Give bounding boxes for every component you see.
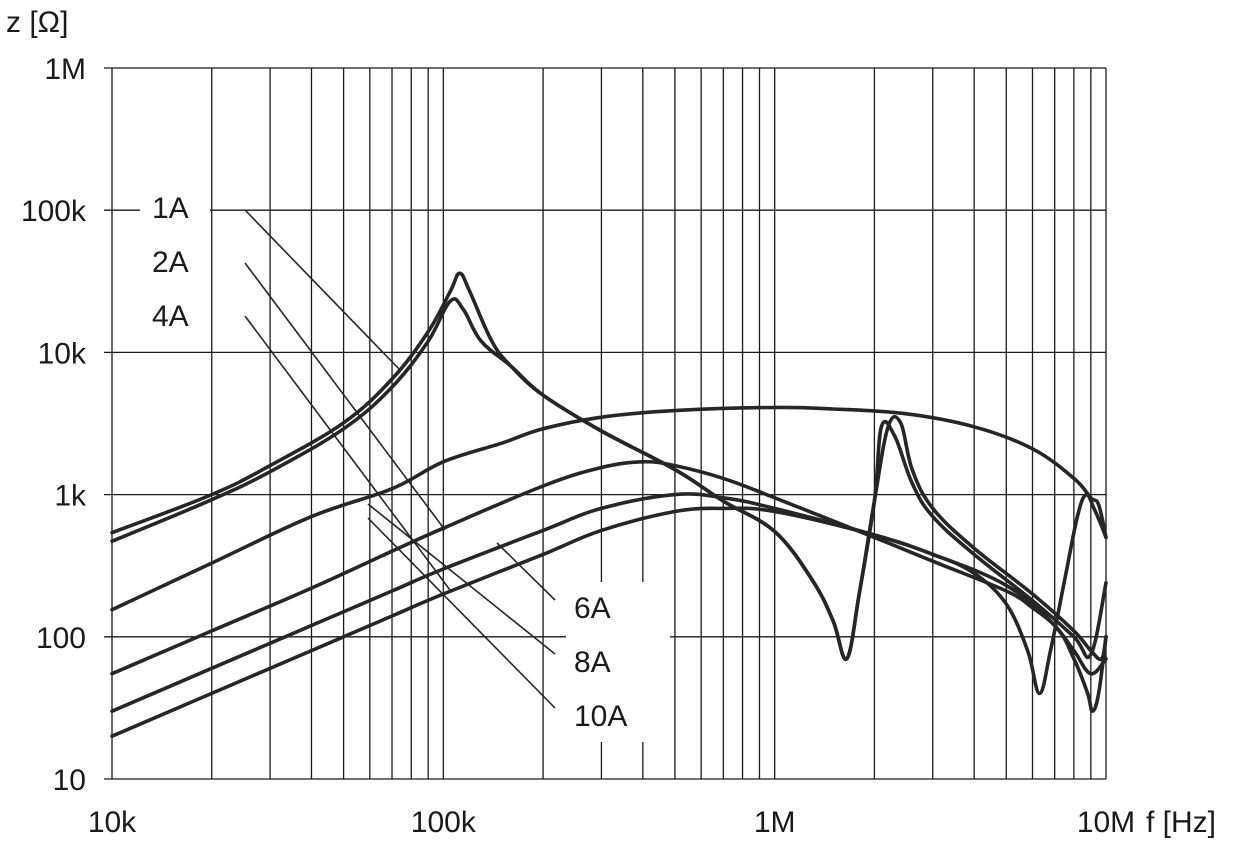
x-tick-label: 10M bbox=[1077, 806, 1135, 839]
y-tick-label: 100 bbox=[36, 622, 86, 655]
leader-line-right bbox=[367, 503, 556, 655]
leader-line-right bbox=[367, 517, 556, 709]
x-tick-label: 10k bbox=[88, 806, 137, 839]
tick-labels: 10k 100k 1M 10M 10 100 1k 10k 100k 1M bbox=[21, 53, 1135, 839]
x-axis-title: f [Hz] bbox=[1146, 806, 1216, 839]
leader-line-left bbox=[244, 315, 451, 591]
curves bbox=[110, 271, 1108, 738]
leader-line-left bbox=[244, 209, 401, 371]
label-leaders bbox=[244, 209, 556, 709]
y-tick-label: 10k bbox=[38, 337, 87, 370]
series-line-2a bbox=[110, 297, 1108, 661]
x-tick-label: 1M bbox=[754, 806, 796, 839]
series-label-2a: 2A bbox=[152, 246, 189, 279]
series-label-8a: 8A bbox=[574, 646, 611, 679]
series-label-4a: 4A bbox=[152, 300, 189, 333]
series-label-6a: 6A bbox=[574, 592, 611, 625]
series-line-4a bbox=[110, 405, 1108, 612]
y-tick-label: 100k bbox=[21, 195, 87, 228]
label-backdrop-left bbox=[140, 180, 210, 340]
leader-line-right bbox=[496, 542, 556, 601]
series-line-10a bbox=[110, 506, 1108, 738]
grid bbox=[104, 67, 1107, 780]
y-tick-label: 1k bbox=[54, 480, 87, 513]
x-tick-label: 100k bbox=[411, 806, 477, 839]
y-axis-title: z [Ω] bbox=[6, 6, 68, 39]
series-label-10a: 10A bbox=[574, 700, 627, 733]
y-tick-label: 10 bbox=[53, 764, 86, 797]
label-backdrop-right bbox=[566, 582, 670, 742]
series-label-1a: 1A bbox=[152, 192, 189, 225]
y-tick-label: 1M bbox=[44, 53, 86, 86]
leader-line-left bbox=[244, 262, 446, 531]
